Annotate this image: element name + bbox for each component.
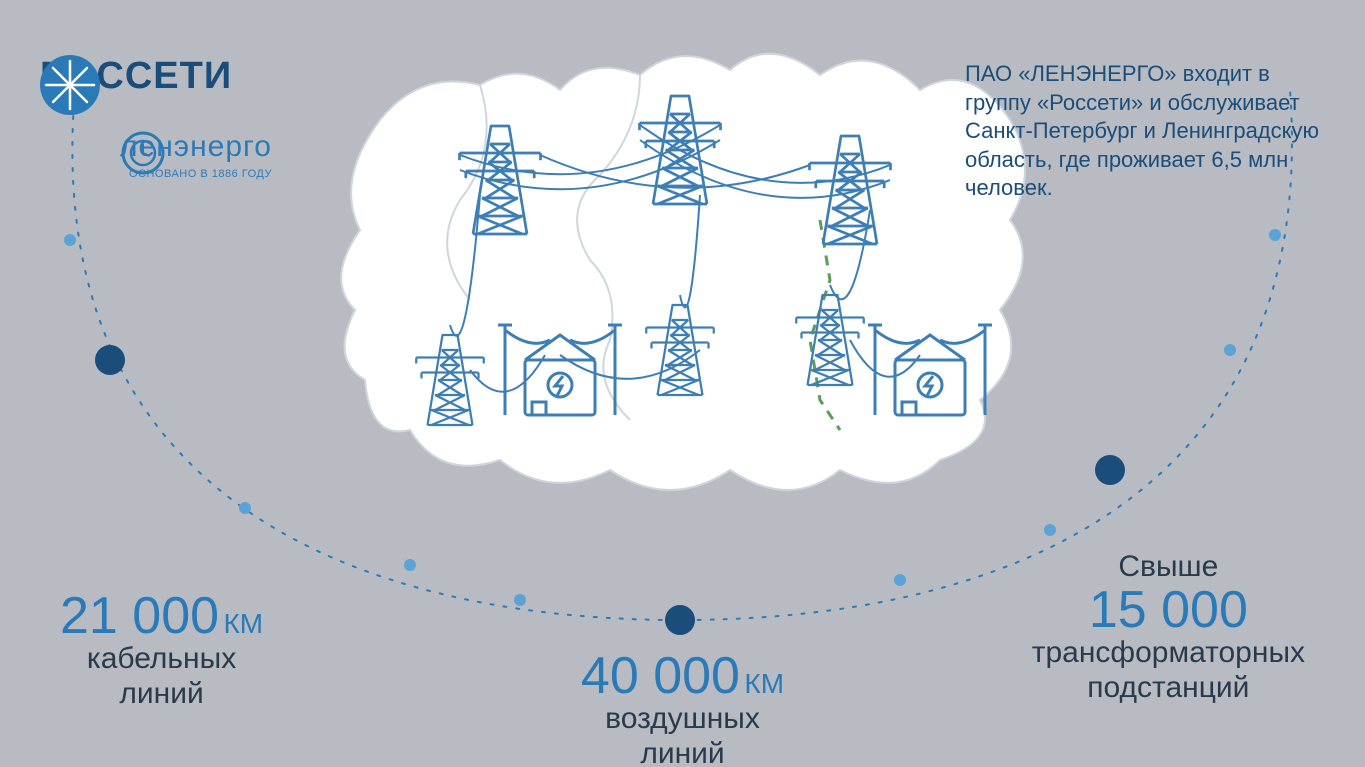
stat-label: воздушныхлиний: [581, 702, 784, 767]
arc-node-small: [404, 559, 416, 571]
arc-node-large: [665, 605, 695, 635]
arc-node-small: [239, 502, 251, 514]
arc-node-small: [1269, 229, 1281, 241]
stat-value: 40 000: [581, 647, 740, 705]
desc-title: ПАО «ЛЕНЭНЕРГО»: [965, 61, 1177, 86]
rosseti-icon: [40, 55, 100, 115]
arc-node-small: [1224, 344, 1236, 356]
arc-node-small: [64, 234, 76, 246]
stat-label: кабельныхлиний: [60, 642, 263, 711]
stat-unit: КМ: [224, 608, 264, 639]
stat-cable-lines: 21 000 КМ кабельныхлиний: [60, 590, 263, 711]
arc-node-large: [95, 345, 125, 375]
stat-label: трансформаторныхподстанций: [1032, 636, 1305, 705]
stat-substations: Свыше 15 000 трансформаторныхподстанций: [1032, 550, 1305, 705]
stat-prefix: Свыше: [1032, 550, 1305, 584]
arc-node-small: [514, 594, 526, 606]
arc-node-small: [894, 574, 906, 586]
stat-value: 21 000: [60, 587, 219, 645]
company-description: ПАО «ЛЕНЭНЕРГО» входит в группу «Россети…: [965, 60, 1325, 203]
lenergo-logo: ленэнерго ОСНОВАНО В 1886 ГОДУ: [120, 130, 272, 180]
arc-node-small: [1044, 524, 1056, 536]
stat-unit: КМ: [744, 668, 784, 699]
stat-value: 15 000: [1032, 584, 1305, 636]
lenergo-icon: [120, 130, 166, 176]
arc-node-large: [1095, 455, 1125, 485]
rosseti-logo: РОССЕТИ: [40, 55, 232, 98]
stat-overhead-lines: 40 000 КМ воздушныхлиний: [581, 650, 784, 767]
